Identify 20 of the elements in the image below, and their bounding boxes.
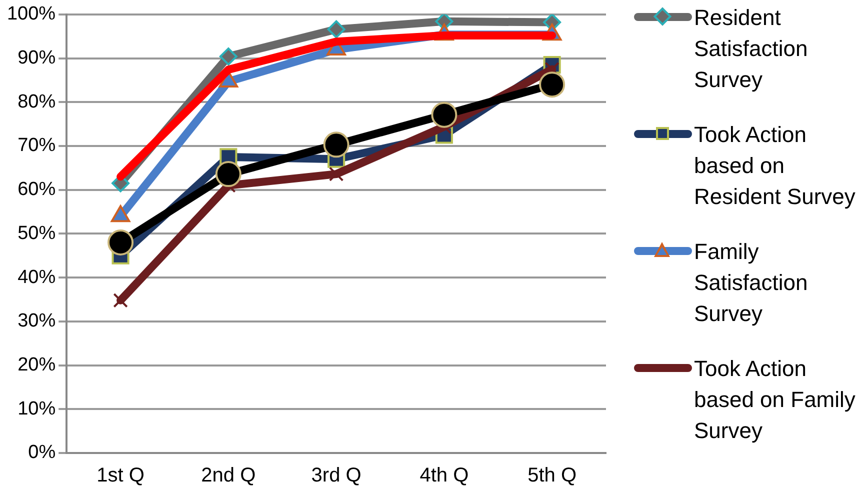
y-tick-label: 50%: [18, 222, 56, 244]
y-tick-label: 90%: [18, 47, 56, 68]
y-tick-label: 10%: [18, 398, 56, 420]
y-tick-label: 20%: [18, 354, 56, 376]
x-tick-label: 1st Q: [96, 464, 144, 487]
legend-label: Resident Satisfaction Survey: [694, 4, 809, 94]
y-tick-label: 30%: [18, 310, 56, 332]
legend-label: Took Action based on Family Survey: [694, 355, 856, 445]
y-tick-label: 70%: [18, 135, 56, 156]
x-tick-label: 2nd Q: [201, 464, 256, 487]
y-tick-label: 60%: [18, 179, 56, 200]
x-tick-label: 3rd Q: [311, 464, 362, 487]
y-tick-label: 40%: [18, 266, 56, 288]
legend-label: Family Satisfaction Survey: [694, 238, 809, 328]
y-tick-label: 80%: [18, 91, 56, 112]
y-tick-label: 100%: [6, 4, 56, 25]
x-tick-label: 4th Q: [420, 464, 469, 487]
legend-label: Took Action based on Resident Survey: [694, 121, 856, 211]
y-tick-label: 0%: [28, 442, 56, 464]
x-tick-label: 5th Q: [528, 464, 577, 487]
